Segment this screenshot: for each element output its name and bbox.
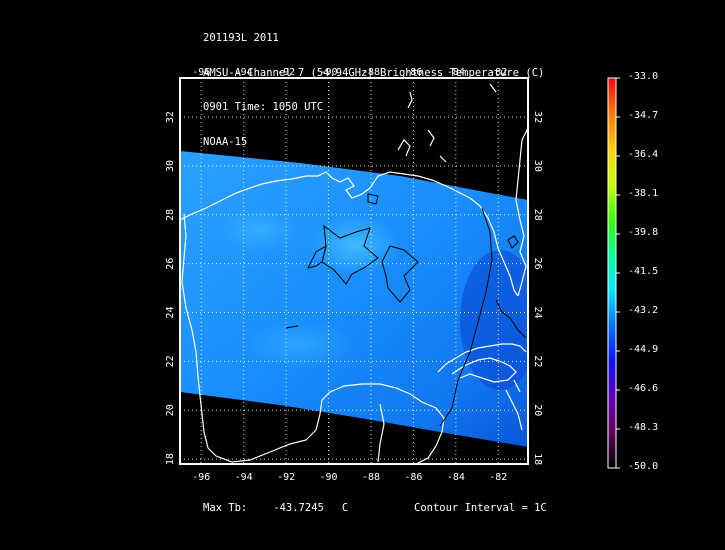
colorbar-label: -33.0 — [628, 71, 659, 82]
max-tb-unit: C — [341, 502, 349, 514]
lon-tick-label: -90 — [320, 472, 338, 483]
lon-tick-label: -96 — [192, 472, 210, 483]
warm-patch — [310, 215, 400, 275]
lon-tick-labels-top: -96 -94 -92 -90 -88 -86 -84 -82 — [192, 67, 507, 78]
colorbar-label: -50.0 — [628, 461, 659, 472]
contour-layer — [285, 193, 527, 427]
mexico-east-coastline — [181, 213, 323, 463]
warm-patch — [220, 208, 300, 252]
swath-layer — [180, 151, 528, 447]
lat-tick-label: 18 — [165, 453, 176, 465]
colorbar-ramp — [607, 77, 617, 469]
lat-tick-label: 30 — [532, 160, 543, 172]
lat-tick-label: 30 — [165, 160, 176, 172]
lat-tick-labels-right: 18 20 22 24 26 28 30 32 — [532, 111, 543, 465]
lon-tick-label: -82 — [489, 67, 507, 78]
lat-tick-label: 22 — [532, 355, 543, 367]
colorbar-label: -46.6 — [628, 383, 659, 394]
map-frame — [179, 77, 529, 465]
lat-tick-label: 20 — [165, 404, 176, 416]
colorbar-label: -36.4 — [628, 149, 659, 160]
lon-tick-label: -84 — [447, 472, 465, 483]
temperature-contour — [495, 299, 527, 339]
lat-tick-label: 22 — [165, 355, 176, 367]
lon-tick-label: -88 — [362, 67, 380, 78]
lat-tick-label: 28 — [165, 209, 176, 221]
lat-tick-labels-left: 18 20 22 24 26 28 30 32 — [165, 111, 176, 465]
coastline-layer — [180, 83, 528, 464]
lat-tick-label: 24 — [532, 307, 543, 319]
temperature-contour — [507, 235, 519, 249]
lat-tick-label: 28 — [532, 209, 543, 221]
max-tb-value: -43.7245 — [273, 502, 324, 514]
north-coast-detail — [397, 83, 497, 163]
lon-tick-label: -88 — [362, 472, 380, 483]
lon-tick-label: -82 — [489, 472, 507, 483]
lon-tick-label: -94 — [235, 67, 253, 78]
florida-east-coastline — [515, 127, 528, 297]
lat-tick-label: 32 — [532, 111, 543, 123]
lon-tick-label: -92 — [277, 472, 295, 483]
temperature-contour — [307, 244, 327, 269]
lon-tick-label: -96 — [192, 67, 210, 78]
colorbar-label: -39.8 — [628, 227, 659, 238]
time-line: 0901 Time: 1050 UTC — [203, 101, 324, 113]
product-title: AMSU-A Channel 7 (54.94GHz) Brightness T… — [203, 66, 545, 79]
us-gulf-coastline — [180, 171, 519, 297]
lon-tick-label: -84 — [447, 67, 465, 78]
contour-interval-label: Contour Interval = 1C — [414, 502, 547, 514]
satellite-name: NOAA-15 — [203, 135, 248, 148]
max-tb-label: Max Tb: — [203, 502, 248, 514]
yucatan-peninsula-coastline — [321, 383, 445, 464]
lat-tick-label: 20 — [532, 404, 543, 416]
warm-patch — [245, 320, 355, 370]
colorbar-label: -41.5 — [628, 266, 659, 277]
graticule — [180, 78, 528, 464]
max-tb-readout: Max Tb: -43.7245 C — [203, 502, 348, 514]
lon-tick-label: -94 — [235, 472, 253, 483]
colorbar-label: -43.2 — [628, 305, 659, 316]
central-america-coastline — [505, 379, 523, 431]
map-header: 201193L 2011 AMSU-A Channel 7 (54.94GHz)… — [203, 10, 544, 160]
colorbar — [607, 77, 620, 469]
cold-patch — [460, 250, 528, 390]
lat-tick-label: 24 — [165, 307, 176, 319]
lon-tick-labels-bottom: -96 -94 -92 -90 -88 -86 -84 -82 — [192, 472, 507, 483]
cuba-coastline — [437, 343, 527, 383]
lat-tick-label: 26 — [165, 258, 176, 270]
colorbar-label: -38.1 — [628, 188, 659, 199]
lat-tick-label: 32 — [165, 111, 176, 123]
lat-tick-label: 26 — [532, 258, 543, 270]
lon-tick-label: -92 — [277, 67, 295, 78]
lon-tick-label: -86 — [404, 472, 422, 483]
date-line: 201193L 2011 — [203, 32, 279, 44]
lat-tick-label: 18 — [532, 453, 543, 465]
lon-tick-label: -86 — [404, 67, 422, 78]
colorbar-label: -48.3 — [628, 422, 659, 433]
temperature-contour — [285, 325, 299, 329]
colorbar-label: -44.9 — [628, 344, 659, 355]
colorbar-label: -34.7 — [628, 110, 659, 121]
temperature-contour — [439, 207, 493, 427]
temperature-contour — [381, 245, 419, 303]
lon-tick-label: -90 — [320, 67, 338, 78]
temperature-contour — [367, 193, 379, 205]
